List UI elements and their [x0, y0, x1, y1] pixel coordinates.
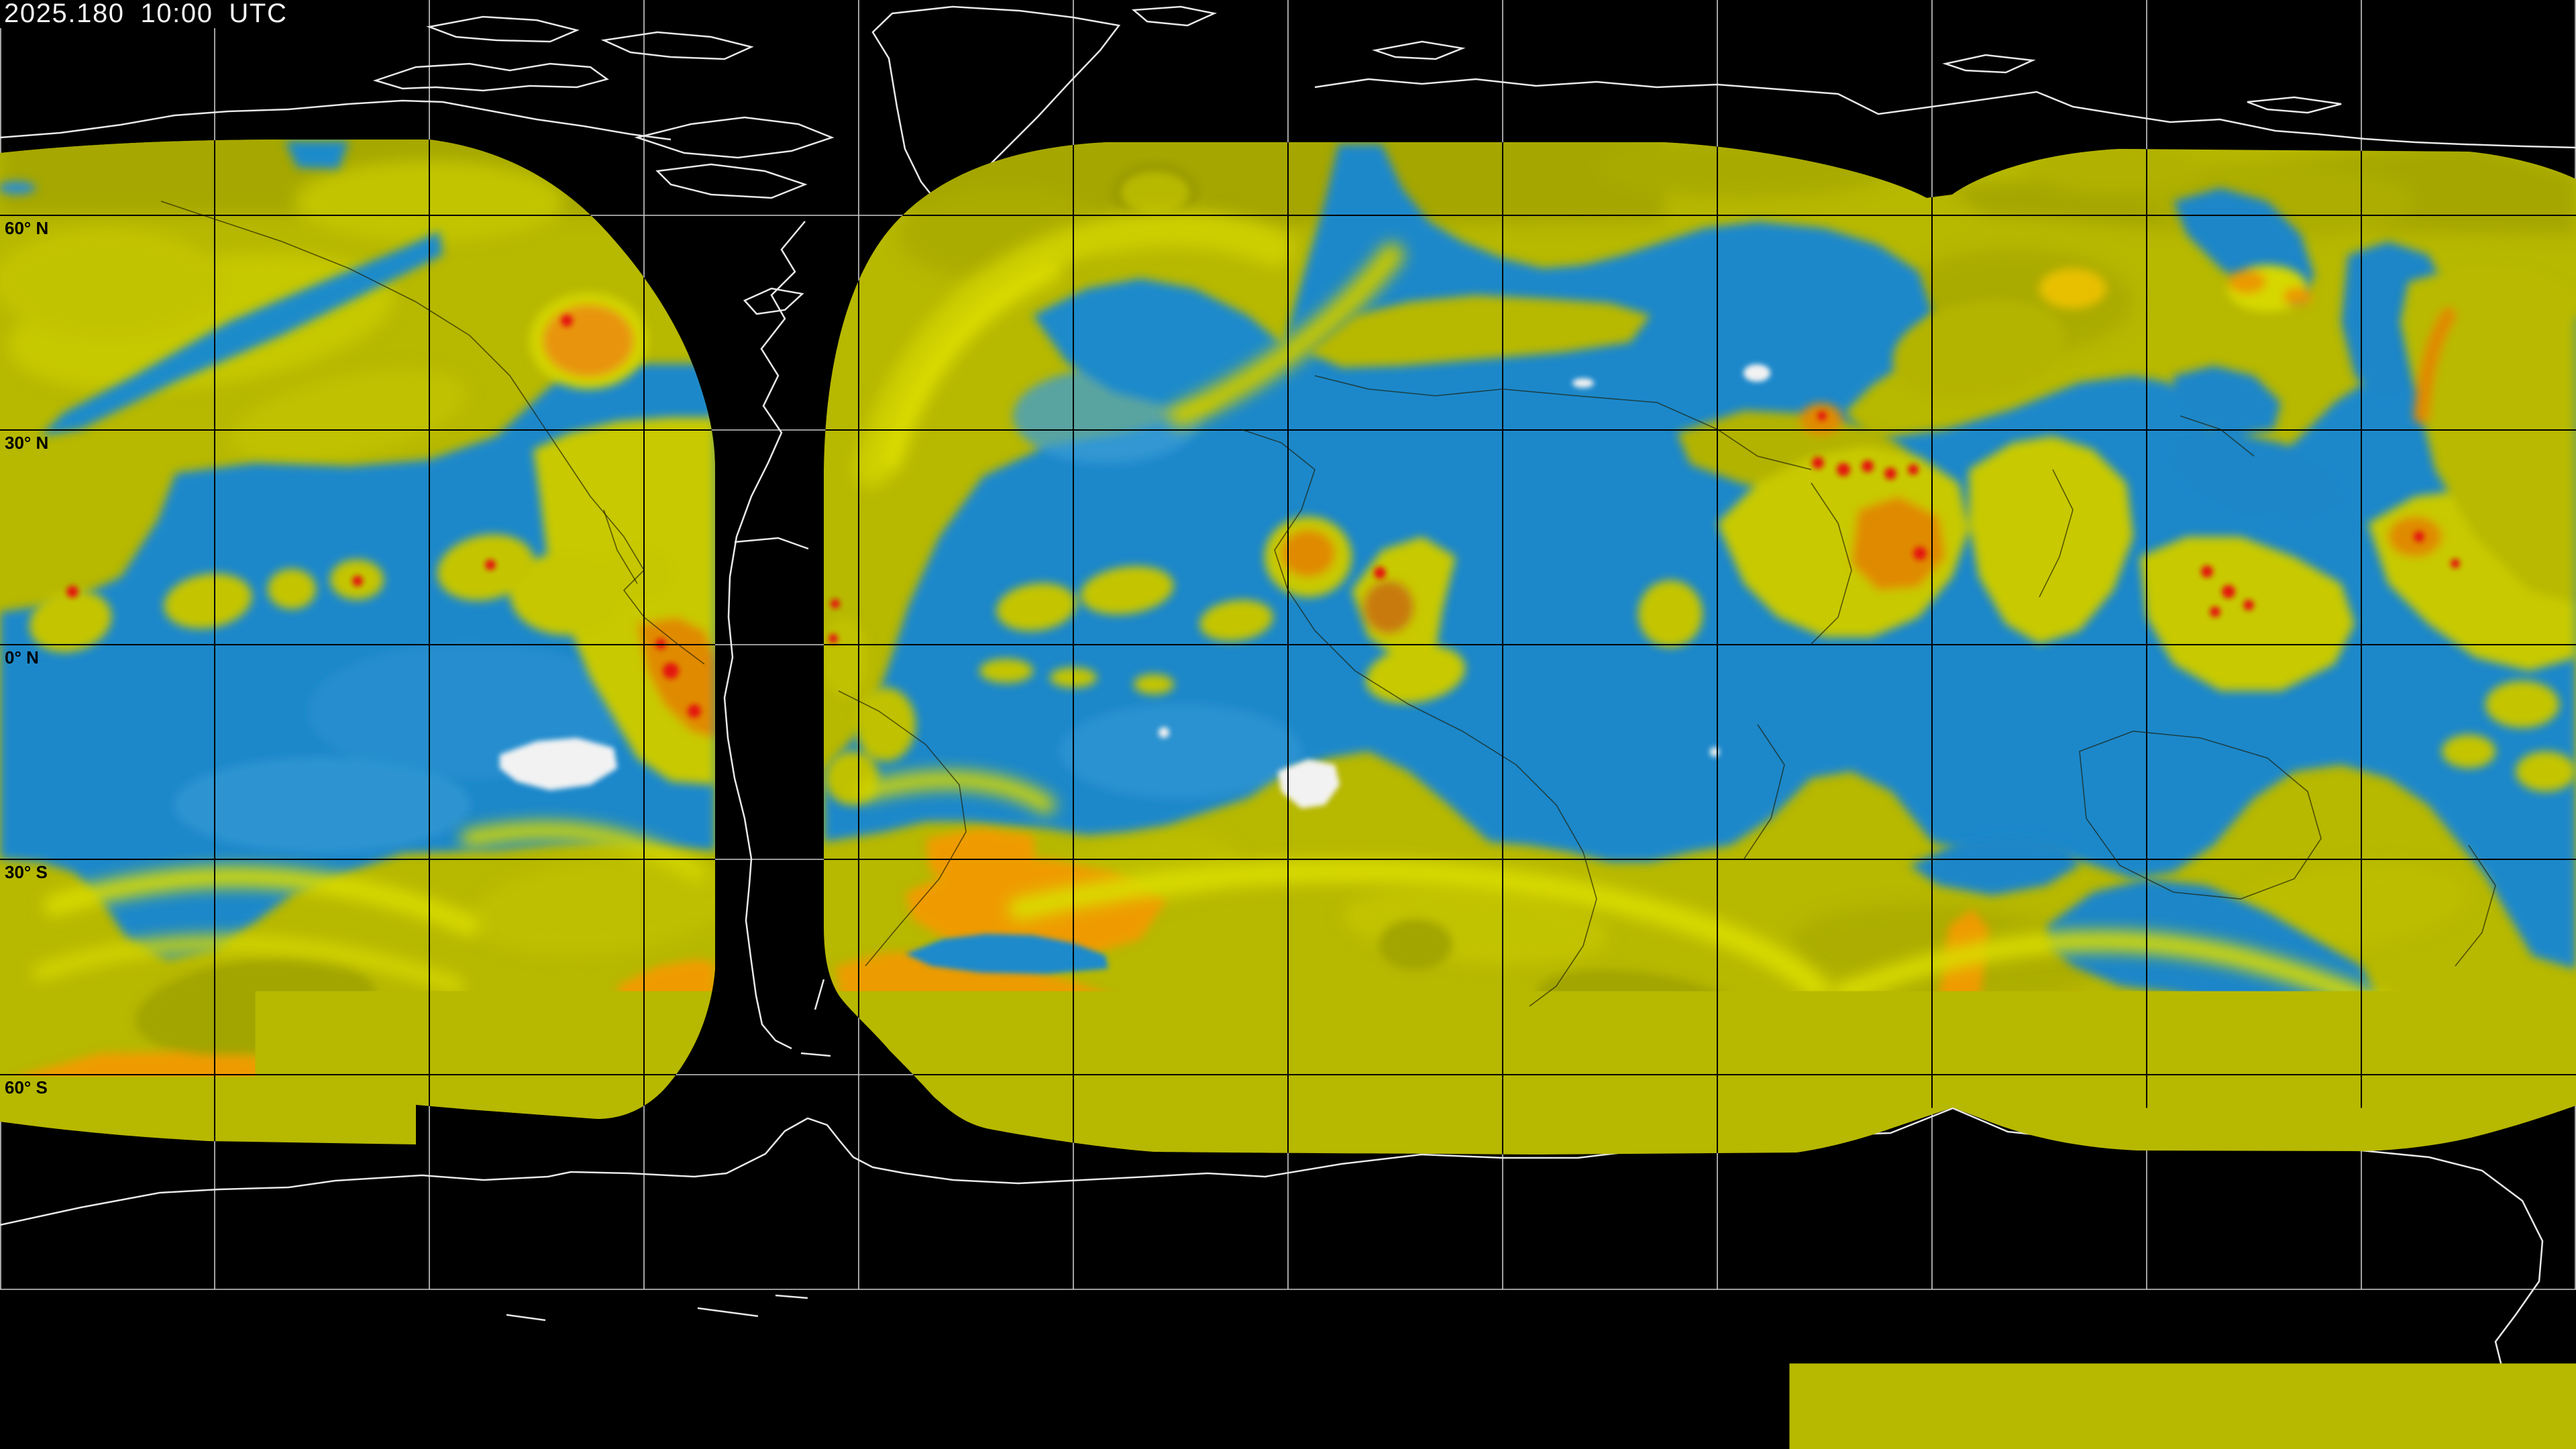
svg-text:200: 200 [865, 1340, 940, 1383]
svg-text:190: 190 [773, 1340, 848, 1383]
svg-text:240: 240 [1232, 1340, 1307, 1383]
svg-text:260: 260 [1416, 1340, 1491, 1383]
svg-text:30° S: 30° S [5, 862, 48, 882]
svg-text:Brightness Temperature in 6.75: Brightness Temperature in 6.75um, Kelvin [961, 1379, 1670, 1413]
svg-text:250: 250 [1324, 1340, 1399, 1383]
svg-text:310: 310 [1876, 1340, 1951, 1383]
svg-text:60° S: 60° S [5, 1077, 48, 1097]
svg-text:290: 290 [1692, 1340, 1767, 1383]
svg-text:2025.180 10:00 UTC: 2025.180 10:00 UTC [4, 0, 287, 28]
svg-text:230: 230 [1140, 1340, 1216, 1383]
svg-text:270: 270 [1508, 1340, 1583, 1383]
svg-text:30° N: 30° N [5, 433, 48, 453]
svg-text:280: 280 [1600, 1340, 1675, 1383]
svg-text:220: 220 [1049, 1340, 1124, 1383]
svg-text:180: 180 [681, 1340, 756, 1383]
svg-text:60° N: 60° N [5, 218, 48, 238]
svg-text:210: 210 [957, 1340, 1032, 1383]
svg-text:0° N: 0° N [5, 647, 39, 667]
svg-text:300: 300 [1784, 1340, 1859, 1383]
